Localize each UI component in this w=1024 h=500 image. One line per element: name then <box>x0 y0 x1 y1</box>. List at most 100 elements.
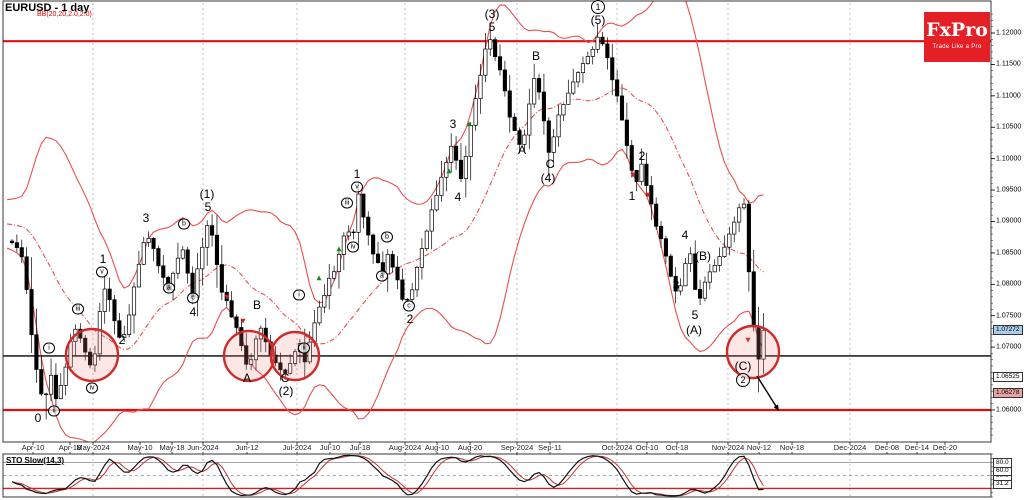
candle-bullish <box>414 267 420 291</box>
candle-bullish <box>122 334 127 338</box>
candle-bearish <box>400 279 405 300</box>
fractal-up-marker <box>446 168 452 174</box>
candle-bearish <box>53 374 58 400</box>
candle-bullish <box>346 231 351 237</box>
wave-label: C <box>280 371 290 385</box>
candle-bearish <box>156 248 161 267</box>
candle-bearish <box>493 39 498 58</box>
candle-bullish <box>551 136 556 153</box>
candle-bearish <box>210 225 215 236</box>
wave-label: B <box>252 298 262 312</box>
price-axis-label: 1.10500 <box>996 123 1022 131</box>
price-axis-label: 1.08000 <box>996 280 1022 288</box>
candle-bullish <box>327 277 332 296</box>
candle-bullish <box>571 81 576 94</box>
candle-bullish <box>678 285 683 292</box>
candle-bullish <box>205 225 210 248</box>
candle-bearish <box>107 288 112 301</box>
candle-bullish <box>556 114 561 138</box>
candle-bullish <box>532 78 537 105</box>
wave-label: (1) <box>199 187 215 201</box>
date-axis-label: Jul-10 <box>319 443 341 452</box>
date-axis-label: Dec-08 <box>874 443 900 452</box>
highlight-circle <box>725 324 781 380</box>
candle-bullish <box>473 98 478 126</box>
candle-bullish <box>590 49 595 57</box>
date-axis-label: Oct-10 <box>635 443 659 452</box>
candle-bearish <box>117 320 122 338</box>
date-axis-label: Nov-18 <box>779 443 805 452</box>
candle-bullish <box>356 193 361 233</box>
candle-bearish <box>366 216 371 236</box>
candle-bearish <box>14 242 19 248</box>
candle-bearish <box>351 231 356 234</box>
candle-bearish <box>24 256 29 290</box>
candle-bearish <box>39 369 44 395</box>
wave-label: 5 <box>691 308 699 322</box>
candle-bullish <box>341 235 346 255</box>
candle-bearish <box>361 193 366 218</box>
candle-bearish <box>405 298 410 301</box>
candle-bullish <box>585 56 590 65</box>
candle-bearish <box>29 289 34 336</box>
wave-label: ii <box>48 405 60 417</box>
candle-bullish <box>683 263 688 287</box>
candle-bearish <box>454 145 459 161</box>
date-axis-label: Jun-12 <box>235 443 259 452</box>
candle-bearish <box>624 119 629 146</box>
fractal-down-marker <box>630 172 636 178</box>
candle-bullish <box>478 74 483 99</box>
candle-bearish <box>615 79 620 97</box>
wave-label: c <box>187 292 199 304</box>
wave-label: i <box>43 342 55 354</box>
price-axis-label: 1.11500 <box>996 60 1021 68</box>
candle-bearish <box>371 234 376 255</box>
candle-bullish <box>566 92 571 105</box>
candle-bearish <box>151 237 156 249</box>
date-axis-label: Dec-14 <box>904 443 930 452</box>
wave-label: 5 <box>488 20 496 34</box>
candle-bearish <box>512 116 517 131</box>
candle-bearish <box>283 369 288 374</box>
candle-bullish <box>580 63 586 73</box>
candle-bullish <box>332 271 337 279</box>
wave-label: (A) <box>686 323 702 337</box>
wave-label: (3) <box>484 7 500 21</box>
candle-bullish <box>722 246 727 257</box>
candle-bearish <box>658 226 664 240</box>
date-axis-label: Sep-11 <box>538 443 562 452</box>
date-axis-label: Dec-2024 <box>833 443 867 452</box>
candle-bearish <box>161 265 166 278</box>
wave-label: i <box>293 289 305 301</box>
candle-bearish <box>390 254 395 268</box>
wave-label: (5) <box>590 13 606 27</box>
wave-label: A <box>242 371 252 385</box>
candle-bearish <box>214 234 220 265</box>
candle-bearish <box>185 249 190 274</box>
wave-label: iv <box>86 382 98 394</box>
wave-label: iii <box>72 303 84 315</box>
wave-label: 1 <box>628 189 636 203</box>
highlight-circle <box>269 330 321 382</box>
candle-bearish <box>278 362 283 371</box>
candle-bullish <box>429 209 434 232</box>
forecast-arrow <box>756 375 778 408</box>
wave-label: 4 <box>454 190 462 204</box>
wave-label: a <box>376 270 388 282</box>
candle-bullish <box>97 311 102 355</box>
highlight-circle <box>64 327 120 383</box>
candle-bullish <box>336 254 342 273</box>
date-axis-label: Apr-18 <box>58 443 82 452</box>
candle-bearish <box>605 43 610 59</box>
price-axis-label: 1.06000 <box>996 406 1022 414</box>
sto-value-badge: 60.0 <box>993 466 1012 477</box>
sto-main-line <box>11 454 764 497</box>
forecast-arrow-head <box>773 404 779 411</box>
candle-bullish <box>175 257 180 274</box>
date-axis-label: Oct-2024 <box>601 443 633 452</box>
candle-bullish <box>288 363 293 374</box>
candle-bullish <box>322 295 327 308</box>
candle-bullish <box>561 104 566 116</box>
candle-bullish <box>595 36 600 50</box>
